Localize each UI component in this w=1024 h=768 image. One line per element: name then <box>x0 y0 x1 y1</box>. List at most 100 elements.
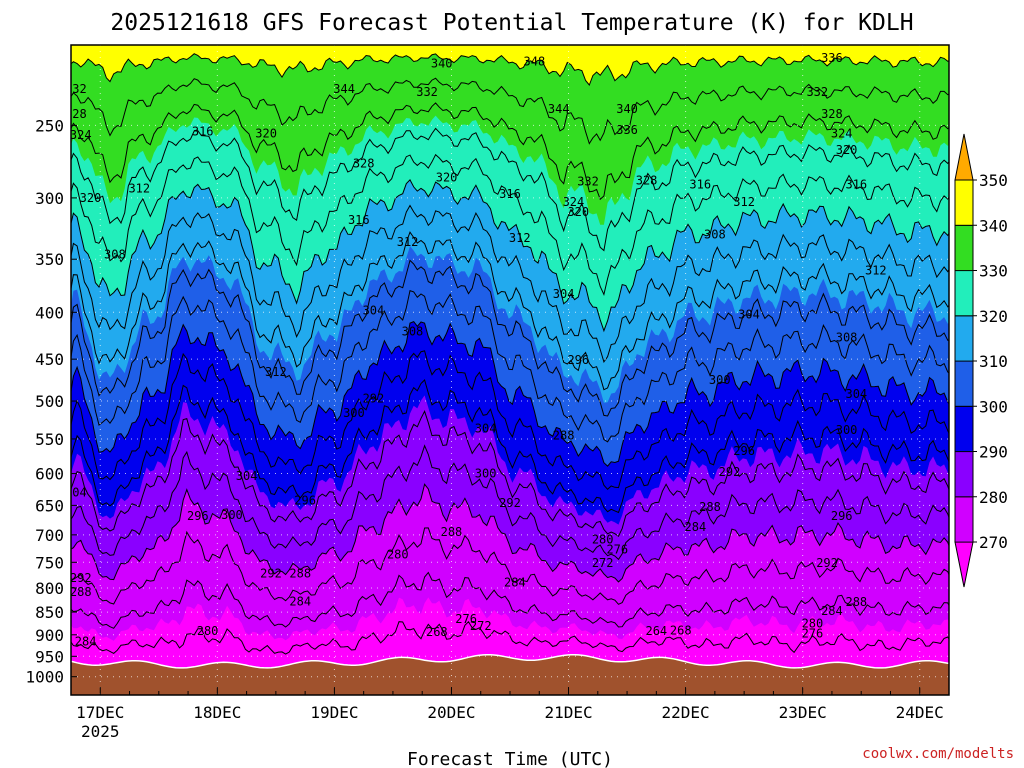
contour-label-328: 328 <box>821 107 843 121</box>
color-layer-340-350 <box>71 45 949 85</box>
contour-label-284: 284 <box>504 575 526 589</box>
chart-title: 2025121618 GFS Forecast Potential Temper… <box>110 10 913 36</box>
contour-label-276: 276 <box>455 612 477 626</box>
y-tick-label-650: 650 <box>35 496 64 515</box>
contour-label-332: 332 <box>806 85 828 99</box>
contour-label-324: 324 <box>831 126 853 140</box>
contour-288 <box>71 410 949 538</box>
contour-label-316: 316 <box>348 213 370 227</box>
colorbar-box-290-300 <box>954 405 974 453</box>
contour-label-316: 316 <box>689 177 711 191</box>
contour-308 <box>71 259 949 417</box>
contour-304 <box>71 289 949 443</box>
contour-label-304: 304 <box>363 303 385 317</box>
x-tick-label-24DEC: 24DEC <box>896 703 944 722</box>
contour-label-296: 296 <box>294 493 316 507</box>
contour-label-312: 312 <box>509 231 531 245</box>
contour-label-280: 280 <box>197 624 219 638</box>
contour-label-316: 316 <box>499 187 521 201</box>
x-tick-label-21DEC: 21DEC <box>544 703 592 722</box>
x-tick-label-19DEC: 19DEC <box>310 703 358 722</box>
colorbar-tick-label-310: 310 <box>979 352 1008 371</box>
contour-label-316: 316 <box>845 177 867 191</box>
contour-label-308: 308 <box>402 325 424 339</box>
x-tick-label-17DEC: 17DEC <box>76 703 124 722</box>
contour-328 <box>71 127 949 252</box>
y-tick-label-550: 550 <box>35 430 64 449</box>
y-tick-label-500: 500 <box>35 392 64 411</box>
colorbar-extend-low <box>954 541 974 588</box>
contour-label-328: 328 <box>636 173 658 187</box>
contour-label-284: 284 <box>75 634 97 648</box>
x-axis-label: Forecast Time (UTC) <box>407 749 613 768</box>
contour-label-312: 312 <box>397 235 419 249</box>
contour-316 <box>71 204 949 364</box>
contour-label-304: 304 <box>553 287 575 301</box>
y-tick-label-1000: 1000 <box>25 668 64 687</box>
colorbar-box-310-320 <box>954 315 974 362</box>
ground-mask <box>71 653 949 695</box>
contour-label-276: 276 <box>606 542 628 556</box>
contour-label-300: 300 <box>343 406 365 420</box>
contour-280 <box>71 483 949 583</box>
y-tick-label-900: 900 <box>35 626 64 645</box>
x-tick-label-22DEC: 22DEC <box>662 703 710 722</box>
contour-label-272: 272 <box>470 619 492 633</box>
x-tick-label-18DEC: 18DEC <box>193 703 241 722</box>
contour-label-280: 280 <box>802 617 824 631</box>
contour-label-296: 296 <box>831 509 853 523</box>
x-tick-label-23DEC: 23DEC <box>779 703 827 722</box>
contour-label-308: 308 <box>836 330 858 344</box>
contour-label-268: 268 <box>426 625 448 639</box>
contour-label-312: 312 <box>865 263 887 277</box>
contour-label-320: 320 <box>255 126 277 140</box>
contour-284 <box>71 444 949 561</box>
contour-label-280: 280 <box>592 532 614 546</box>
contour-label-296: 296 <box>733 444 755 458</box>
contour-312 <box>71 231 949 391</box>
credit-link[interactable]: coolwx.com/modelts <box>862 746 1014 762</box>
contour-label-272: 272 <box>592 556 614 570</box>
contour-label-312: 312 <box>733 195 755 209</box>
color-fill-layers <box>71 45 949 695</box>
contour-label-268: 268 <box>670 623 692 637</box>
y-tick-label-850: 850 <box>35 603 64 622</box>
ground-terrain <box>71 653 949 695</box>
contour-296 <box>71 350 949 491</box>
contour-label-288: 288 <box>845 595 867 609</box>
contour-label-312: 312 <box>128 182 150 196</box>
contour-272 <box>71 571 949 629</box>
contour-label-280: 280 <box>387 547 409 561</box>
contour-label-316: 316 <box>192 125 214 139</box>
y-tick-label-700: 700 <box>35 526 64 545</box>
contour-label-340: 340 <box>431 57 453 71</box>
y-tick-label-450: 450 <box>35 350 64 369</box>
contour-label-300: 300 <box>836 423 858 437</box>
contour-label-304: 304 <box>236 469 258 483</box>
contour-300 <box>71 320 949 467</box>
contour-label-308: 308 <box>704 228 726 242</box>
contour-label-304: 304 <box>475 422 497 436</box>
y-axis: 250 300 350 400 450 500 550 600 650 700 750 800 850 9… <box>25 116 77 687</box>
contour-336 <box>71 77 949 145</box>
contour-label-304: 304 <box>738 307 760 321</box>
contour-label-288: 288 <box>70 585 92 599</box>
colorbar-tick-label-280: 280 <box>979 488 1008 507</box>
y-tick-label-350: 350 <box>35 250 64 269</box>
y-tick-label-950: 950 <box>35 647 64 666</box>
contour-340 <box>71 53 949 86</box>
contour-label-292: 292 <box>260 566 282 580</box>
contour-label-328: 328 <box>353 156 375 170</box>
colorbar-tick-label-340: 340 <box>979 216 1008 235</box>
contour-label-292: 292 <box>499 496 521 510</box>
colorbar-tick-label-270: 270 <box>979 533 1008 552</box>
colorbar-box-340-350 <box>954 179 974 226</box>
colorbar-tick-label-300: 300 <box>979 397 1008 416</box>
contour-label-292: 292 <box>363 392 385 406</box>
contour-label-292: 292 <box>70 571 92 585</box>
contour-label-300: 300 <box>709 373 731 387</box>
contour-label-320: 320 <box>567 205 589 219</box>
contour-292 <box>71 379 949 514</box>
contour-268 <box>71 621 949 655</box>
colorbar-tick-label-290: 290 <box>979 443 1008 462</box>
